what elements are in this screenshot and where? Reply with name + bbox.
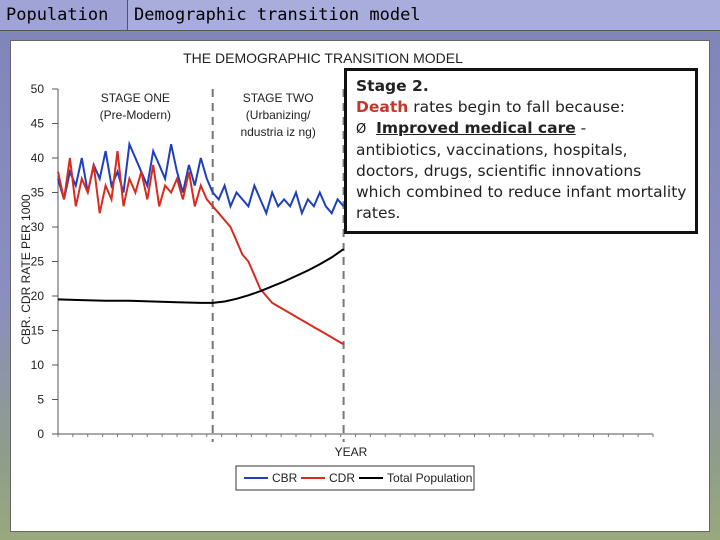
y-tick-label: 10 bbox=[31, 358, 45, 372]
slide-title: Demographic transition model bbox=[128, 0, 720, 31]
stage-label: STAGE ONE bbox=[101, 91, 170, 105]
stage-label: ndustria iz ng) bbox=[240, 125, 315, 139]
tab-population[interactable]: Population bbox=[0, 0, 128, 31]
legend-label: CBR bbox=[272, 471, 298, 485]
slide-title-label: Demographic transition model bbox=[134, 5, 421, 25]
y-tick-label: 35 bbox=[31, 186, 45, 200]
y-tick-label: 15 bbox=[31, 324, 45, 338]
y-tick-label: 50 bbox=[31, 82, 45, 96]
y-tick-label: 25 bbox=[31, 255, 45, 269]
callout-details: antibiotics, vaccinations, hospitals, do… bbox=[356, 141, 687, 222]
stage-label: (Pre-Modern) bbox=[100, 108, 171, 122]
callout-heading: Stage 2. bbox=[356, 77, 429, 95]
chart-title: THE DEMOGRAPHIC TRANSITION MODEL bbox=[183, 50, 463, 66]
legend-box bbox=[235, 465, 475, 491]
callout-death-rest: rates begin to fall because: bbox=[408, 98, 626, 116]
callout-death-line: Death rates begin to fall because: bbox=[356, 97, 691, 118]
callout-cause-dash: - bbox=[575, 119, 587, 137]
series-line bbox=[57, 150, 345, 346]
slide-content: THE DEMOGRAPHIC TRANSITION MODEL 0 5 10 15 20… bbox=[10, 40, 710, 532]
y-tick-label: 45 bbox=[31, 117, 45, 131]
y-tick-label: 0 bbox=[37, 427, 44, 441]
y-tick-label: 40 bbox=[31, 151, 45, 165]
arrow-bullet-icon: Ø bbox=[356, 122, 367, 137]
series-line bbox=[57, 140, 345, 217]
stage-label: (Urbanizing/ bbox=[246, 108, 311, 122]
slide-header: Population Demographic transition model bbox=[0, 0, 720, 31]
x-axis-label: YEAR bbox=[335, 445, 368, 459]
stage-two-callout: Stage 2. Death rates begin to fall becau… bbox=[344, 68, 698, 234]
callout-cause: Improved medical care bbox=[376, 119, 576, 137]
legend-label: CDR bbox=[329, 471, 355, 485]
legend-label: Total Population bbox=[387, 471, 472, 485]
tab-population-label: Population bbox=[6, 5, 109, 25]
y-axis-label: CBR. CDR RATE PER 1000 bbox=[19, 194, 33, 345]
callout-death-word: Death bbox=[356, 98, 409, 116]
y-tick-label: 30 bbox=[31, 220, 45, 234]
series-line bbox=[57, 248, 345, 304]
y-tick-label: 20 bbox=[31, 289, 45, 303]
demographic-transition-chart: THE DEMOGRAPHIC TRANSITION MODEL 0 5 10 15 20… bbox=[19, 50, 654, 491]
callout-cause-line: Ø Improved medical care - bbox=[356, 118, 691, 140]
stage-label: STAGE TWO bbox=[243, 91, 314, 105]
y-tick-label: 5 bbox=[37, 393, 44, 407]
